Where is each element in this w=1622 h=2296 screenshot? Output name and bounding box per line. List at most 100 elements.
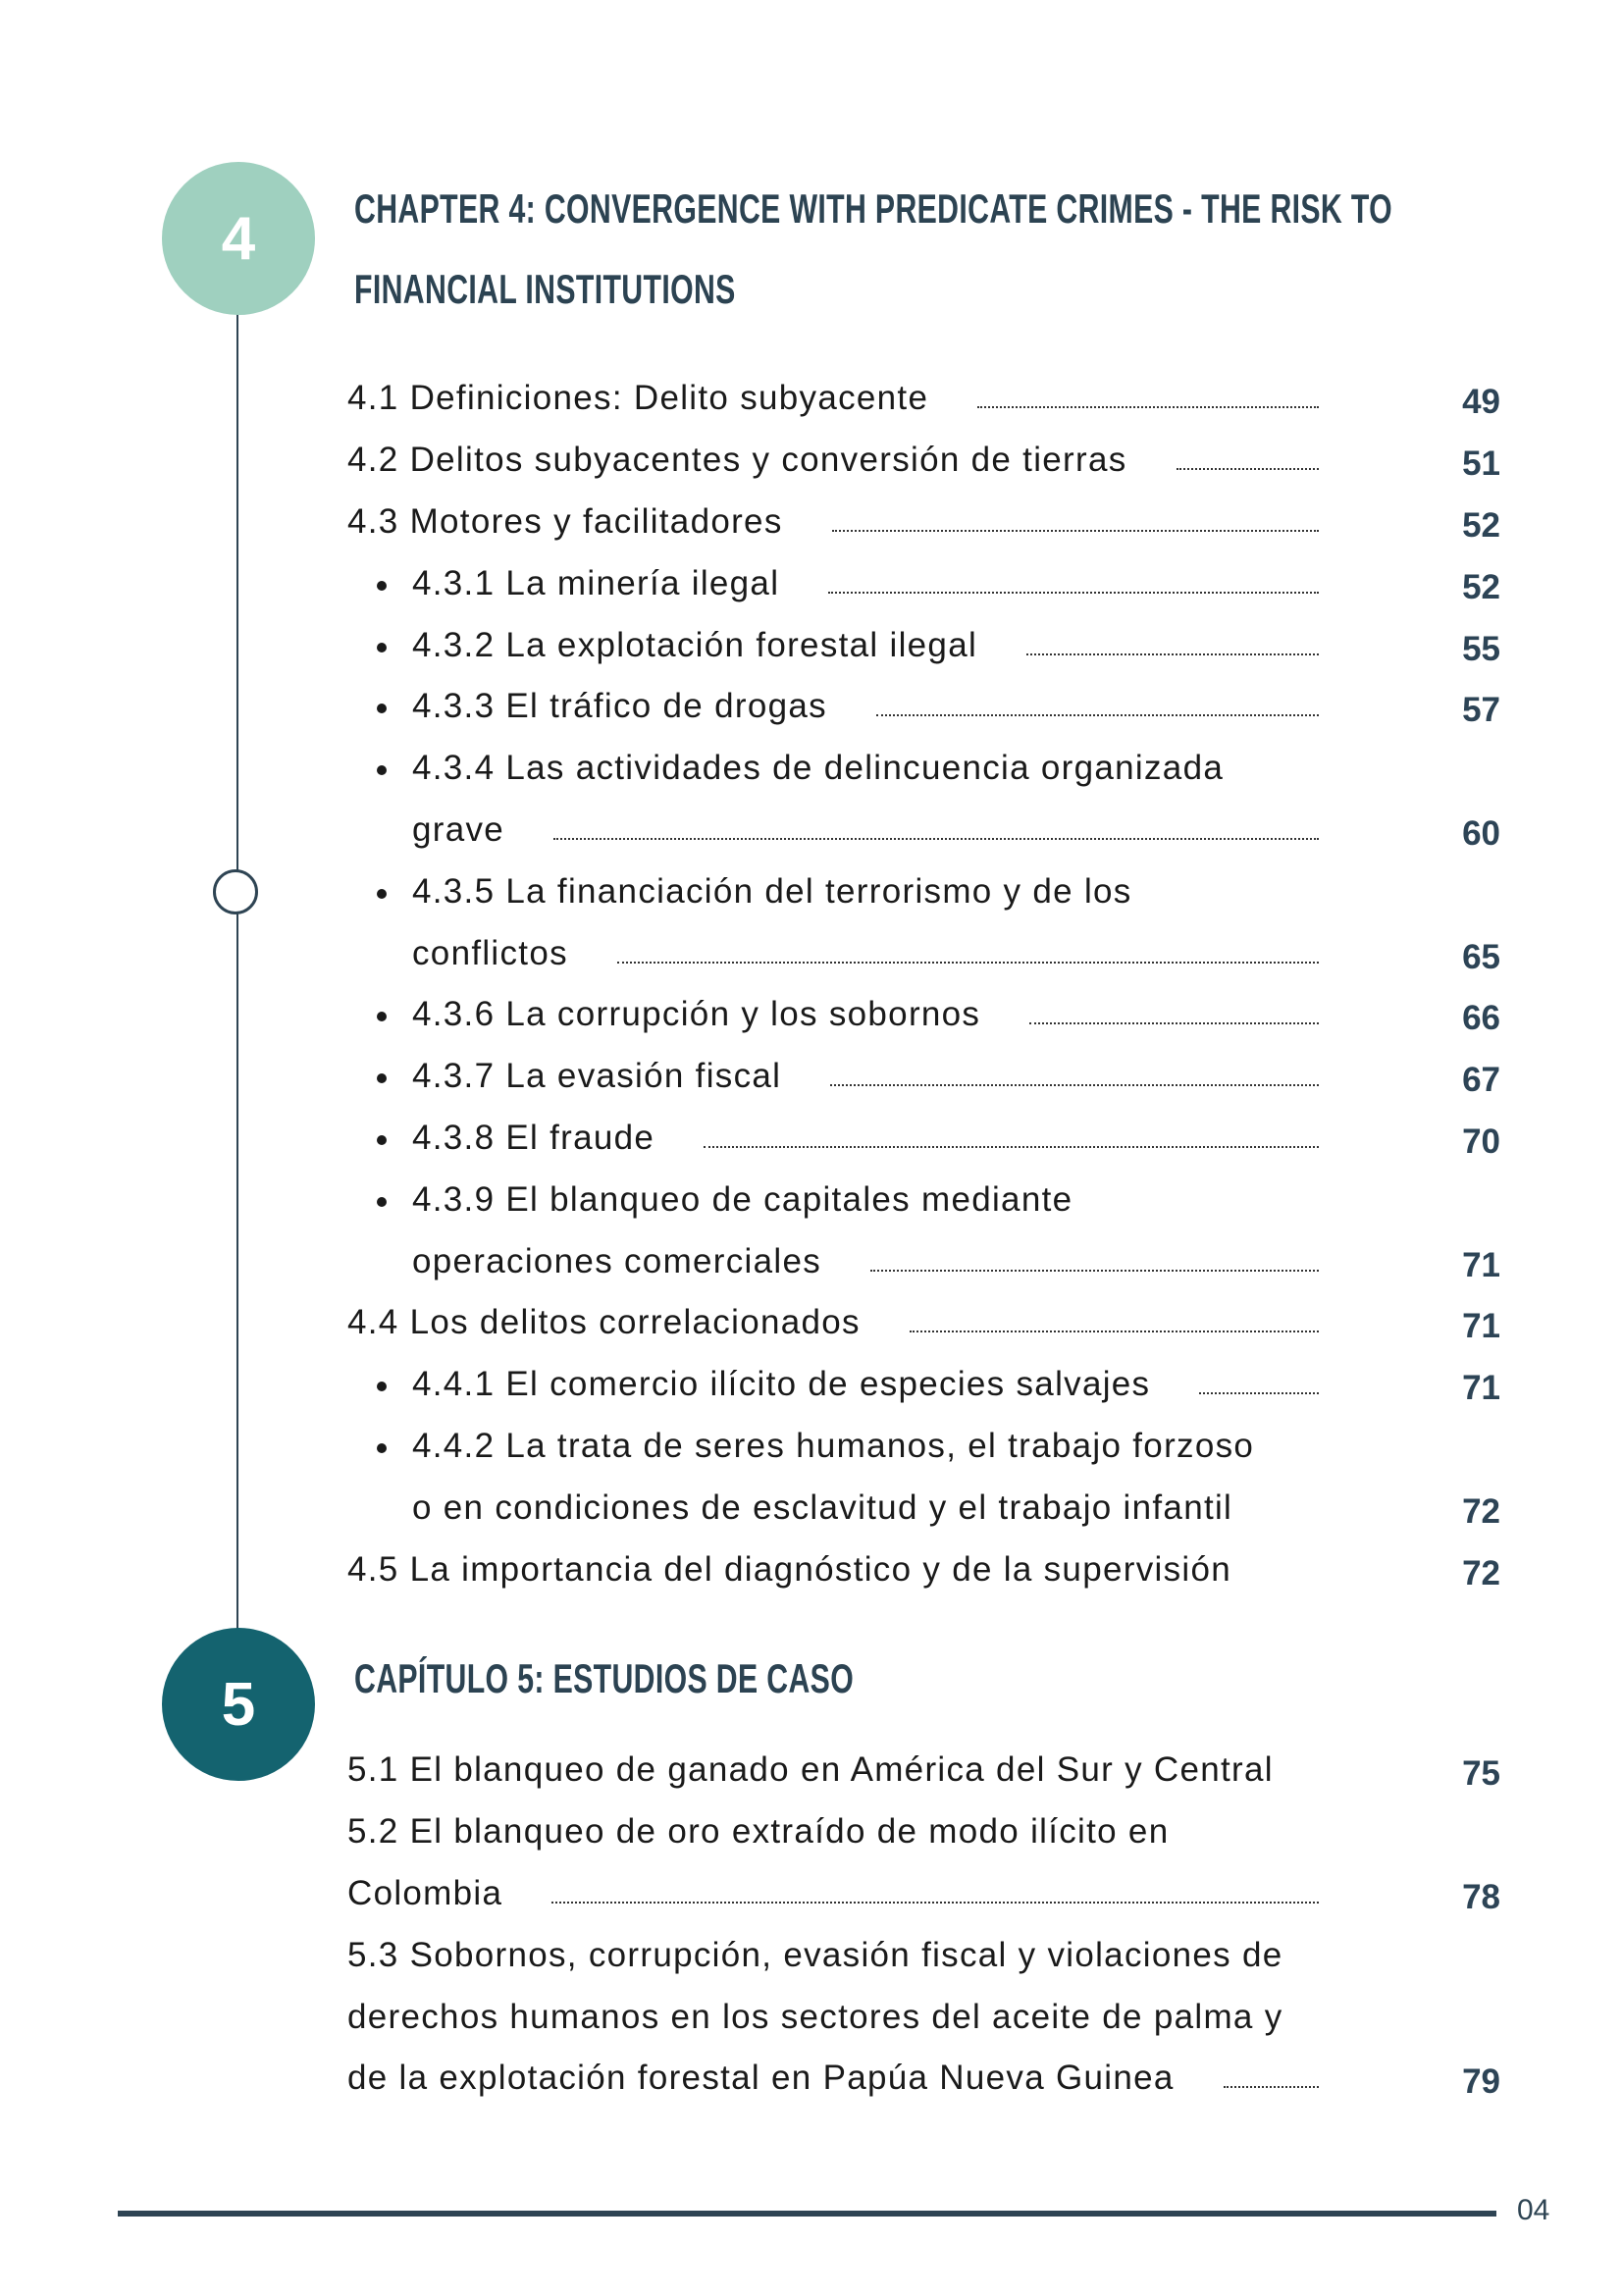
- toc-entry-line: Colombia 78: [347, 1863, 1500, 1925]
- toc-page-number[interactable]: 66: [1462, 999, 1500, 1038]
- chapter-4-toc: 4.1 Definiciones: Delito subyacente 49 4.2…: [347, 368, 1500, 1600]
- toc-entry-line: 5.3 Sobornos, corrupción, evasión fiscal…: [347, 1924, 1500, 1986]
- toc-entry-text: 4.5 La importancia del diagnóstico y de …: [347, 1549, 1231, 1589]
- toc-entry-text: 4.3.3 El tráfico de drogas: [412, 687, 827, 726]
- toc-entry-line: 5.1 El blanqueo de ganado en América del…: [347, 1740, 1500, 1801]
- toc-entry-text: 4.3.1 La minería ilegal: [412, 563, 780, 602]
- toc-entry-line: 4.3.9 El blanqueo de capitales mediante: [347, 1169, 1500, 1230]
- toc-entry-line: 4.3.6 La corrupción y los sobornos 66: [347, 984, 1500, 1046]
- dotted-leader: [1223, 2086, 1319, 2089]
- toc-entry[interactable]: 4.2 Delitos subyacentes y conversión de …: [347, 430, 1500, 492]
- dotted-leader: [551, 1901, 1319, 1904]
- dotted-leader: [870, 1269, 1319, 1272]
- toc-entry[interactable]: 5.1 El blanqueo de ganado en América del…: [347, 1740, 1500, 1801]
- bullet-icon: [377, 1196, 387, 1207]
- toc-entry-text: 4.4 Los delitos correlacionados: [347, 1303, 861, 1342]
- toc-entry[interactable]: 4.1 Definiciones: Delito subyacente 49: [347, 368, 1500, 430]
- toc-entry-line: 4.2 Delitos subyacentes y conversión de …: [347, 430, 1500, 492]
- footer-page-number: 04: [1517, 2194, 1550, 2226]
- toc-entry[interactable]: 4.3.7 La evasión fiscal 67: [347, 1046, 1500, 1108]
- toc-page-number[interactable]: 55: [1462, 629, 1500, 668]
- toc-entry[interactable]: 4.4.2 La trata de seres humanos, el trab…: [347, 1416, 1500, 1539]
- chapter-4-title-line: CHAPTER 4: CONVERGENCE WITH PREDICATE CR…: [354, 185, 1393, 232]
- toc-page-number[interactable]: 72: [1462, 1553, 1500, 1592]
- toc-entry-line: 4.3.5 La financiación del terrorismo y d…: [347, 861, 1500, 922]
- toc-page-number[interactable]: 51: [1462, 444, 1500, 484]
- toc-entry-text: 5.1 El blanqueo de ganado en América del…: [347, 1750, 1274, 1790]
- toc-entry-text: 4.3.9 El blanqueo de capitales mediante: [412, 1179, 1073, 1219]
- chapter-5-marker: 5: [162, 1628, 315, 1781]
- toc-entry-text: o en condiciones de esclavitud y el trab…: [412, 1487, 1233, 1527]
- toc-page-number[interactable]: 71: [1462, 1307, 1500, 1346]
- toc-page-number[interactable]: 71: [1462, 1245, 1500, 1284]
- toc-entry[interactable]: 4.3 Motores y facilitadores 52: [347, 492, 1500, 553]
- toc-entry-text: 4.2 Delitos subyacentes y conversión de …: [347, 441, 1127, 480]
- dotted-leader: [1029, 1022, 1319, 1025]
- chapter-4-title: CHAPTER 4: CONVERGENCE WITH PREDICATE CR…: [354, 169, 1392, 330]
- toc-entry[interactable]: 4.4 Los delitos correlacionados 71: [347, 1292, 1500, 1354]
- toc-entry[interactable]: 5.3 Sobornos, corrupción, evasión fiscal…: [347, 1924, 1500, 2109]
- toc-entry-text: operaciones comerciales: [412, 1241, 822, 1280]
- toc-page-number[interactable]: 65: [1462, 937, 1500, 976]
- dotted-leader: [553, 837, 1319, 840]
- toc-entry-line: 5.2 El blanqueo de oro extraído de modo …: [347, 1801, 1500, 1863]
- toc-entry[interactable]: 4.3.8 El fraude 70: [347, 1108, 1500, 1170]
- toc-page-number[interactable]: 67: [1462, 1061, 1500, 1100]
- toc-entry[interactable]: 4.3.6 La corrupción y los sobornos 66: [347, 984, 1500, 1046]
- toc-page-number[interactable]: 78: [1462, 1877, 1500, 1916]
- timeline-midpoint-marker: [213, 869, 258, 914]
- timeline-line: [236, 238, 238, 1703]
- toc-entry[interactable]: 4.4.1 El comercio ilícito de especies sa…: [347, 1354, 1500, 1416]
- toc-entry-line: de la explotación forestal en Papúa Nuev…: [347, 2048, 1500, 2110]
- toc-page-number[interactable]: 71: [1462, 1369, 1500, 1408]
- bullet-icon: [377, 704, 387, 714]
- toc-entry-text: 4.3.6 La corrupción y los sobornos: [412, 995, 981, 1034]
- chapter-4-marker: 4: [162, 162, 315, 315]
- toc-entry-line: 4.4.1 El comercio ilícito de especies sa…: [347, 1354, 1500, 1416]
- toc-entry[interactable]: 4.3.3 El tráfico de drogas 57: [347, 676, 1500, 738]
- toc-page-number[interactable]: 52: [1462, 505, 1500, 545]
- toc-entry[interactable]: 4.3.9 El blanqueo de capitales mediante o…: [347, 1169, 1500, 1292]
- chapter-5-title-line: CAPÍTULO 5: ESTUDIOS DE CASO: [354, 1655, 855, 1701]
- toc-entry-text: 4.3.2 La explotación forestal ilegal: [412, 625, 978, 664]
- toc-page-number[interactable]: 60: [1462, 813, 1500, 853]
- toc-page-number[interactable]: 75: [1462, 1754, 1500, 1794]
- toc-entry-text: 4.3.8 El fraude: [412, 1118, 655, 1157]
- dotted-leader: [704, 1145, 1319, 1148]
- toc-entry-text: conflictos: [412, 933, 568, 972]
- toc-entry-line: 4.3.1 La minería ilegal 52: [347, 552, 1500, 614]
- toc-entry-line: 4.3.4 Las actividades de delincuencia or…: [347, 738, 1500, 800]
- toc-page-number[interactable]: 52: [1462, 567, 1500, 606]
- dotted-leader: [828, 591, 1319, 594]
- toc-entry-text: de la explotación forestal en Papúa Nuev…: [347, 2059, 1175, 2098]
- toc-page-number[interactable]: 57: [1462, 691, 1500, 730]
- toc-entry[interactable]: 4.3.5 La financiación del terrorismo y d…: [347, 861, 1500, 984]
- toc-entry-text: 4.4.1 El comercio ilícito de especies sa…: [412, 1365, 1151, 1404]
- toc-entry-line: o en condiciones de esclavitud y el trab…: [347, 1477, 1500, 1539]
- dotted-leader: [1199, 1392, 1319, 1395]
- chapter-5-number: 5: [221, 1670, 256, 1739]
- chapter-5-title: CAPÍTULO 5: ESTUDIOS DE CASO: [354, 1639, 854, 1719]
- toc-entry-text: derechos humanos en los sectores del ace…: [347, 1997, 1283, 2036]
- toc-entry[interactable]: 4.3.2 La explotación forestal ilegal 55: [347, 614, 1500, 676]
- toc-entry[interactable]: 5.2 El blanqueo de oro extraído de modo …: [347, 1801, 1500, 1925]
- toc-entry[interactable]: 4.3.4 Las actividades de delincuencia or…: [347, 738, 1500, 861]
- chapter-4-number: 4: [221, 204, 256, 273]
- toc-page-number[interactable]: 49: [1462, 383, 1500, 422]
- toc-entry[interactable]: 4.3.1 La minería ilegal 52: [347, 552, 1500, 614]
- toc-page-number[interactable]: 72: [1462, 1491, 1500, 1531]
- toc-entry-line: 4.3.7 La evasión fiscal 67: [347, 1046, 1500, 1108]
- toc-page-number[interactable]: 79: [1462, 2062, 1500, 2102]
- toc-page-number[interactable]: 70: [1462, 1122, 1500, 1161]
- toc-entry-line: 4.3.3 El tráfico de drogas 57: [347, 676, 1500, 738]
- toc-entry[interactable]: 4.5 La importancia del diagnóstico y de …: [347, 1539, 1500, 1600]
- toc-entry-line: 4.3 Motores y facilitadores 52: [347, 492, 1500, 553]
- chapter-5-toc: 5.1 El blanqueo de ganado en América del…: [347, 1740, 1500, 2110]
- bullet-icon: [377, 765, 387, 776]
- dotted-leader: [616, 961, 1319, 964]
- bullet-icon: [377, 1073, 387, 1084]
- bullet-icon: [377, 1442, 387, 1453]
- dotted-leader: [831, 529, 1319, 532]
- bullet-icon: [377, 1382, 387, 1392]
- toc-entry-text: 4.4.2 La trata de seres humanos, el trab…: [412, 1426, 1255, 1465]
